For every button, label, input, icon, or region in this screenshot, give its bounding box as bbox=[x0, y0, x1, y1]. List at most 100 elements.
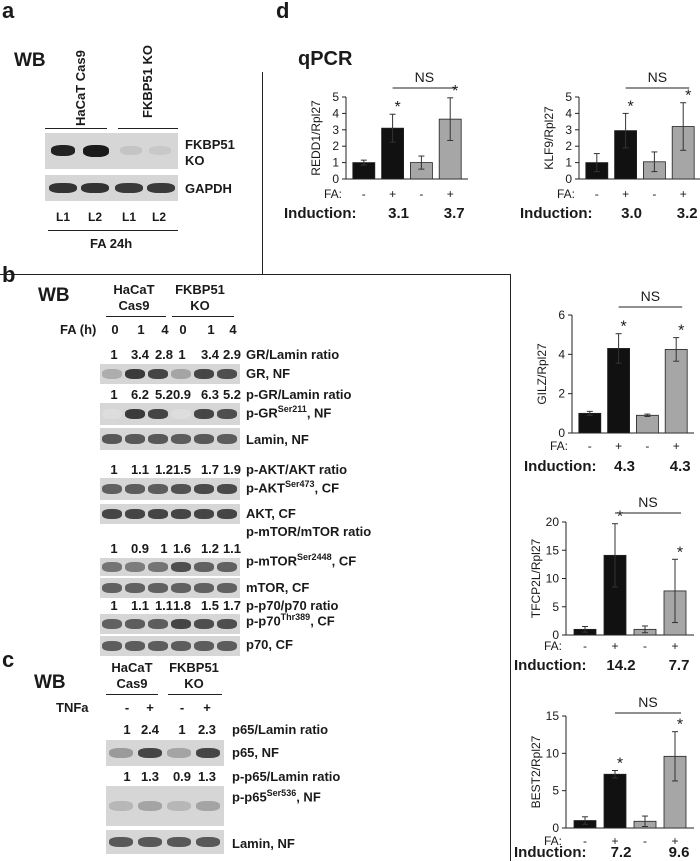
panel-b-ratio-value: 0.9 bbox=[130, 541, 150, 556]
bar bbox=[352, 162, 376, 180]
y-tick-label: 3 bbox=[332, 123, 339, 137]
band bbox=[171, 619, 191, 629]
fa-sign: - bbox=[643, 834, 647, 848]
label-main: p-p70 bbox=[246, 613, 281, 629]
ns-label: NS bbox=[641, 288, 660, 304]
y-tick-label: 4 bbox=[332, 106, 339, 120]
fa-label: FA: bbox=[550, 439, 568, 453]
band bbox=[194, 562, 214, 572]
panel-b-mtor-blot bbox=[100, 578, 240, 598]
panel-b-ratio-value: 1.9 bbox=[222, 462, 242, 477]
fa-label: FA: bbox=[544, 834, 562, 848]
panel-c-row-label: p65, NF bbox=[232, 745, 279, 760]
band bbox=[102, 641, 122, 651]
band bbox=[148, 641, 168, 651]
band bbox=[217, 641, 237, 651]
panel-a-gapdh-label: GAPDH bbox=[185, 181, 232, 196]
bar bbox=[664, 349, 688, 434]
label-tail: , CF bbox=[314, 480, 340, 496]
significance-star: * bbox=[617, 509, 623, 526]
induction-value: 7.7 bbox=[669, 657, 690, 674]
panel-a-row1-label-line2: KO bbox=[185, 153, 205, 168]
panel-b-timepoint: 4 bbox=[161, 322, 169, 337]
panel-c-group2-line1: FKBP51 bbox=[169, 660, 219, 675]
induction-value: 3.2 bbox=[677, 205, 698, 222]
panel-b-wb-label: WB bbox=[38, 285, 70, 306]
frame-divider-vertical-top bbox=[262, 72, 263, 274]
panel-b-gr-blot bbox=[100, 364, 240, 384]
fa-sign: + bbox=[671, 834, 678, 848]
band bbox=[102, 369, 122, 379]
panel-b-label: b bbox=[2, 262, 16, 287]
panel-b-row-label: mTOR, CF bbox=[246, 580, 310, 595]
panel-b-row-label: p-AKTSer473, CF bbox=[246, 479, 339, 495]
label-main: p-mTOR bbox=[246, 553, 298, 569]
panel-b-row-label: p-p70Thr389, CF bbox=[246, 612, 335, 628]
panel-b-ratio-value: 1.1 bbox=[222, 541, 242, 556]
ns-label: NS bbox=[648, 69, 667, 85]
panel-c-tnfa-label: TNFa bbox=[56, 700, 89, 715]
y-tick-label: 15 bbox=[546, 543, 560, 557]
band bbox=[217, 509, 237, 519]
band bbox=[217, 619, 237, 629]
panel-c-row-label: p-p65Ser536, NF bbox=[232, 788, 321, 804]
panel-b-ratio-value: 5.2 bbox=[222, 387, 242, 402]
panel-b-ratio-value: 2.9 bbox=[222, 347, 242, 362]
panel-c-ratio-value: 0.9 bbox=[172, 769, 192, 784]
fa-label: FA: bbox=[544, 639, 562, 653]
band bbox=[138, 837, 162, 847]
band bbox=[217, 484, 237, 494]
panel-b-group1-bracket bbox=[106, 316, 166, 317]
frame-divider-horizontal bbox=[0, 274, 510, 275]
y-tick-label: 6 bbox=[558, 308, 565, 322]
y-tick-label: 1 bbox=[332, 156, 339, 170]
induction-value: 7.2 bbox=[611, 844, 632, 861]
panel-b-group2-line2: KO bbox=[190, 298, 210, 313]
panel-b-pgr-blot bbox=[100, 403, 240, 425]
fa-sign: + bbox=[611, 834, 618, 848]
panel-b-ratio-value: 1.7 bbox=[200, 462, 220, 477]
band bbox=[138, 748, 162, 758]
induction-label: Induction: bbox=[284, 205, 356, 222]
panel-a-treatment-line bbox=[48, 230, 178, 231]
band bbox=[148, 484, 168, 494]
panel-b-ratio-value: 6.2 bbox=[130, 387, 150, 402]
label-sup: Thr389 bbox=[280, 612, 311, 622]
panel-b-timepoint: 1 bbox=[207, 322, 215, 337]
fa-label: FA: bbox=[324, 187, 342, 201]
band bbox=[194, 641, 214, 651]
induction-value: 3.7 bbox=[444, 205, 465, 222]
panel-b-pp70-blot bbox=[100, 614, 240, 634]
band bbox=[217, 409, 237, 419]
fa-sign: + bbox=[671, 639, 678, 653]
panel-a-lane-1: L1 bbox=[56, 210, 71, 224]
induction-label: Induction: bbox=[514, 657, 586, 674]
band bbox=[125, 484, 145, 494]
induction-value: 4.3 bbox=[670, 458, 691, 475]
y-tick-label: 2 bbox=[332, 139, 339, 153]
band bbox=[148, 369, 168, 379]
panel-b-ratio-value: 1 bbox=[110, 541, 118, 556]
panel-b-ratio-label: GR/Lamin ratio bbox=[246, 347, 340, 362]
y-tick-label: 0 bbox=[565, 172, 572, 186]
panel-c-lamin-blot bbox=[106, 830, 224, 854]
panel-b-ratio-value: 1 bbox=[178, 347, 186, 362]
panel-a-fkbp51-blot bbox=[45, 133, 178, 169]
band bbox=[109, 748, 133, 758]
label-tail: , NF bbox=[306, 405, 332, 421]
panel-b-ratio-value: 1.2 bbox=[154, 462, 174, 477]
panel-b-ratio-value: 1.6 bbox=[172, 541, 192, 556]
y-axis-label: REDD1/Rpl27 bbox=[309, 100, 323, 176]
y-tick-label: 10 bbox=[546, 572, 560, 586]
panel-b-ratio-value: 0.9 bbox=[172, 387, 192, 402]
y-axis-label: GILZ/Rpl27 bbox=[535, 343, 549, 405]
panel-b-ratio-value: 1.5 bbox=[200, 598, 220, 613]
y-tick-label: 2 bbox=[558, 387, 565, 401]
panel-c-group1-line1: HaCaT bbox=[111, 660, 153, 675]
band bbox=[148, 509, 168, 519]
band bbox=[149, 146, 171, 155]
panel-b-ratio-value: 1.7 bbox=[222, 598, 242, 613]
panel-c-group1-bracket bbox=[106, 694, 158, 695]
band bbox=[167, 801, 191, 811]
fa-sign: - bbox=[419, 187, 423, 201]
